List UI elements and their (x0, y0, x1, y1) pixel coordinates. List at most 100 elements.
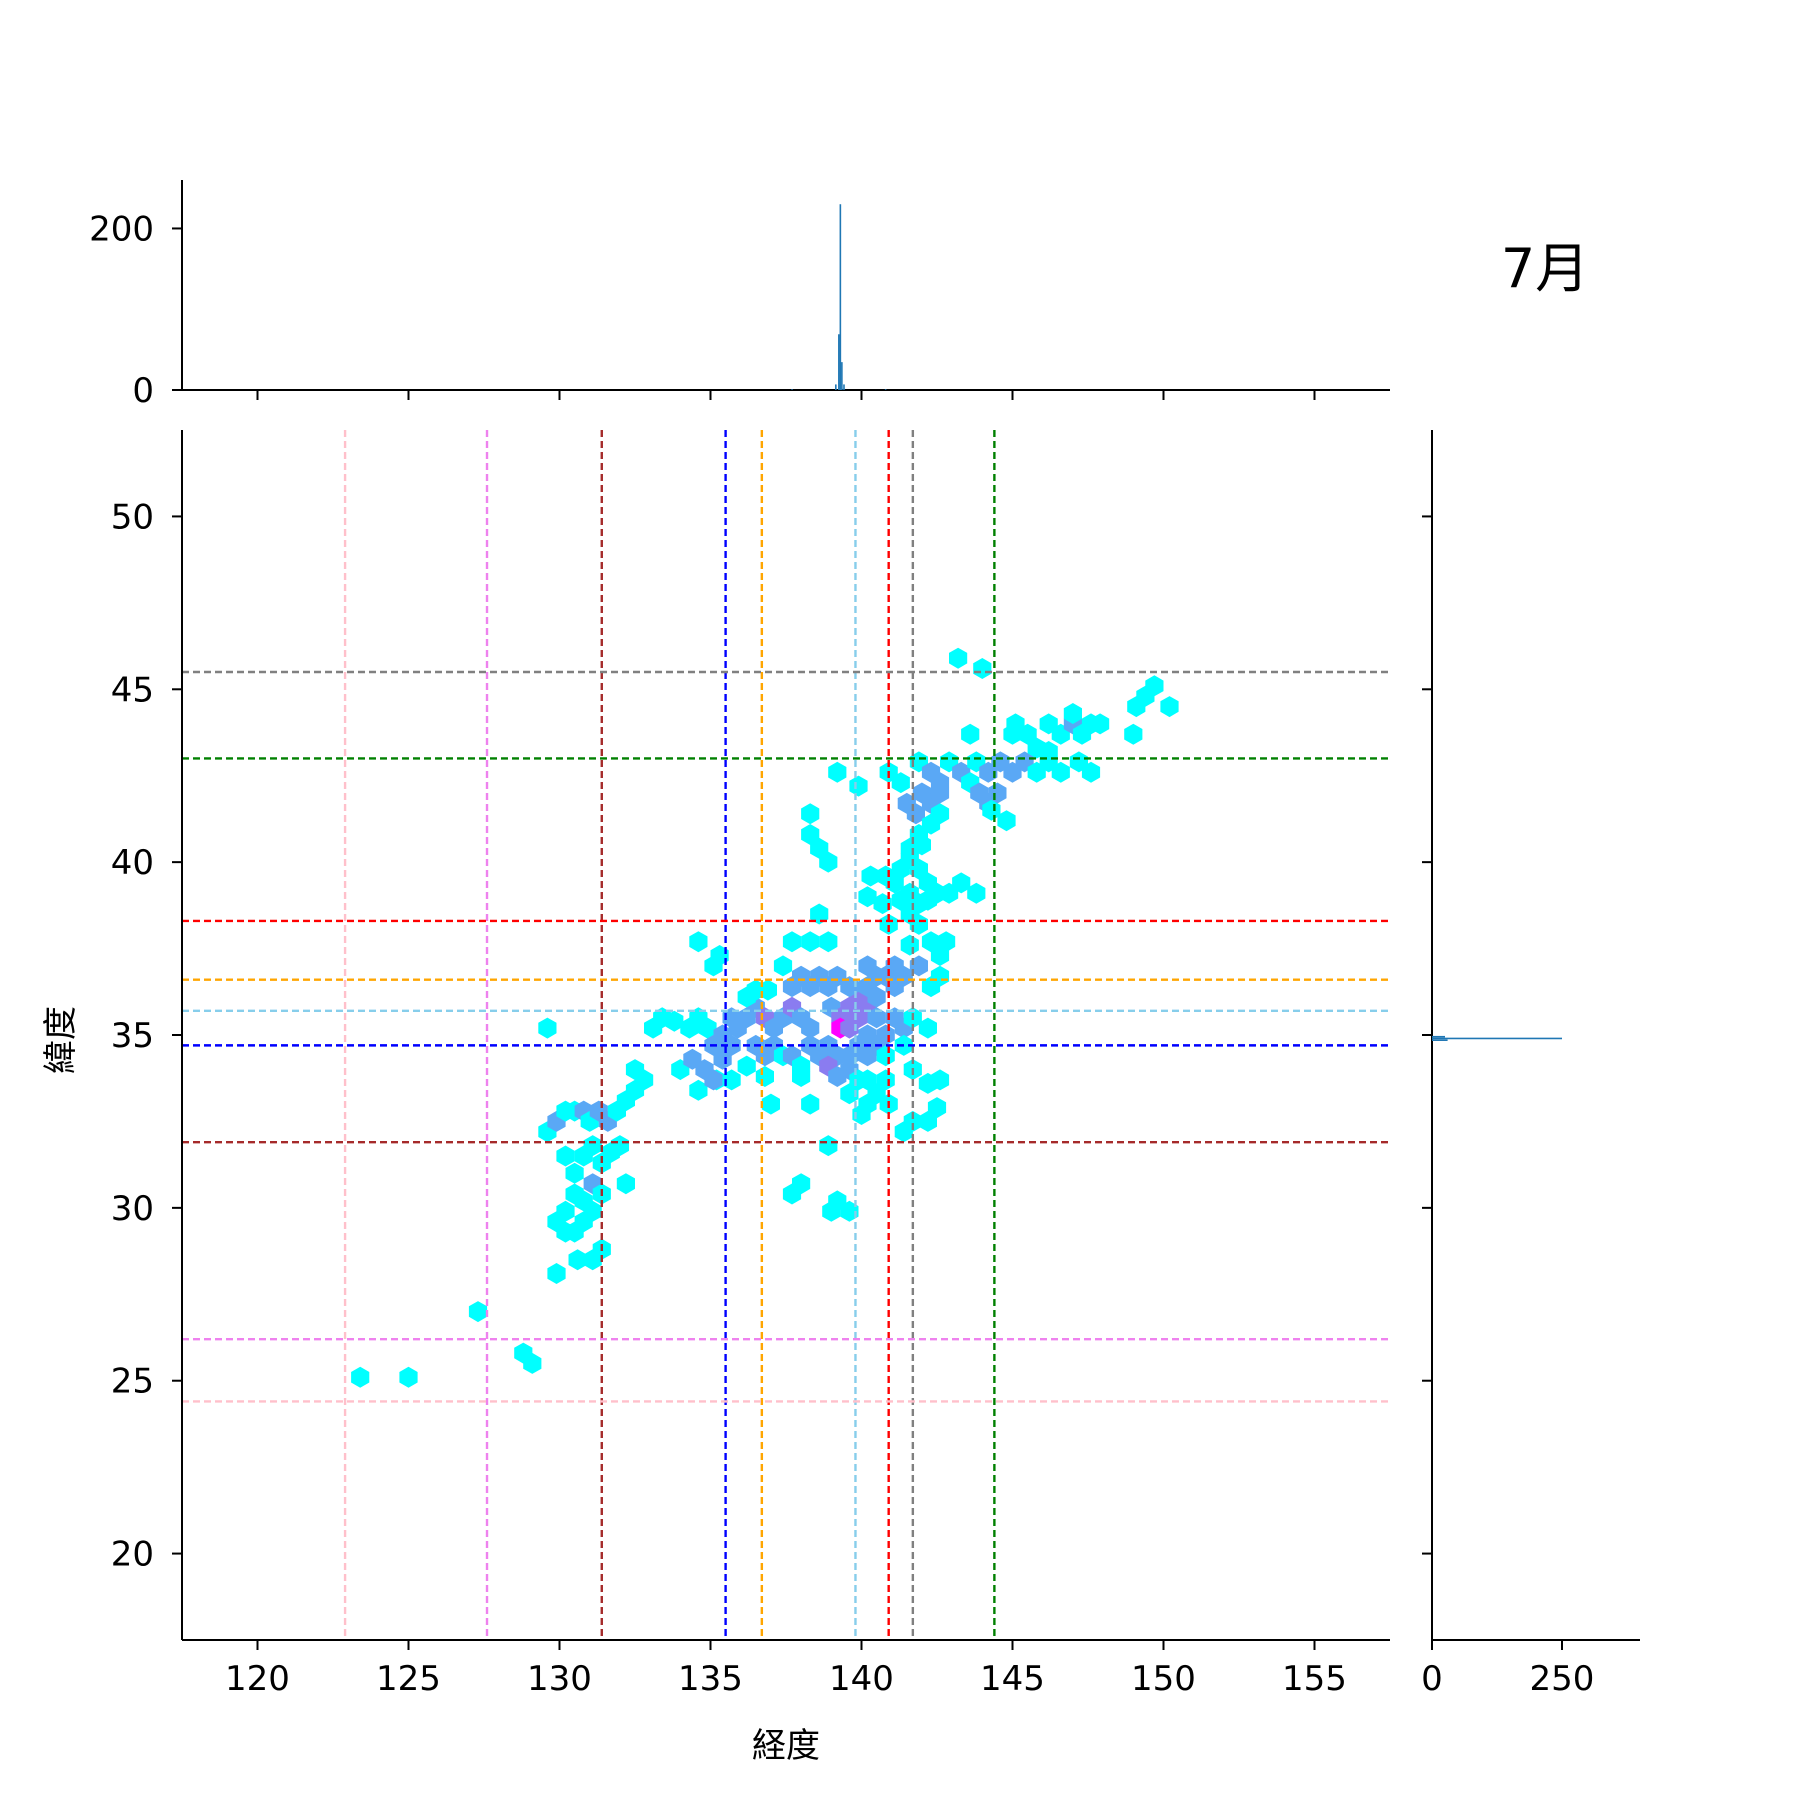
hexbin-cell (351, 1366, 370, 1388)
y-tick-label: 25 (111, 1362, 154, 1402)
hexbin-cell (918, 1110, 937, 1132)
hexbin-cell (610, 1135, 629, 1157)
hexbin-cell (867, 1007, 886, 1029)
hexbin-cell (906, 803, 925, 825)
hexbin-cell (921, 931, 941, 953)
hexbin-cell (997, 810, 1016, 832)
hexbin-cell (810, 903, 829, 925)
y-tick-label: 45 (111, 670, 154, 710)
hexbin-cell (858, 955, 877, 977)
hexbin-cell (713, 1048, 732, 1070)
hexbin-cell (849, 775, 868, 797)
hexbin-cell (873, 893, 892, 915)
x-tick-label: 140 (829, 1659, 894, 1699)
x-tick-label: 155 (1282, 1659, 1347, 1699)
hexbin-cell (801, 1017, 820, 1039)
hexbin-cell (556, 1221, 575, 1243)
right-hist-bar (1432, 1037, 1562, 1040)
hexbin-cell (801, 1093, 820, 1115)
hexbin-cell (909, 955, 928, 977)
hexbin-cell (930, 1069, 950, 1091)
hexbin-cell (1051, 761, 1070, 783)
top-hist-bars (791, 204, 887, 390)
top-hist-bar (839, 204, 842, 390)
hexbin-cell (523, 1352, 542, 1374)
main-plot: 120 125 130 135 140 145 150 155 20 25 30 35 40 45 50 経… (41, 390, 1432, 1766)
hexbin-cell (689, 1079, 708, 1101)
hexbin-cell (894, 965, 913, 987)
hexbin-cell (909, 858, 928, 880)
hexbin-cell (782, 931, 802, 953)
hexbin-cell (773, 955, 793, 977)
hexbin-cell (840, 1200, 859, 1222)
hexbin-cell (665, 1010, 684, 1032)
main-ticks: 120 125 130 135 140 145 150 155 20 25 30 35 40 45 50 (111, 390, 1432, 1699)
right-hist-bar (1432, 1035, 1445, 1038)
y-tick-label: 30 (111, 1189, 154, 1229)
y-tick-label: 40 (111, 843, 154, 883)
x-tick-label: 135 (678, 1659, 743, 1699)
hexbin-cell (801, 824, 820, 845)
hexbin-cell (819, 1135, 838, 1157)
hexbin-cell (792, 1173, 811, 1195)
hexbin-cell (1091, 713, 1110, 735)
x-tick-label: 130 (527, 1659, 592, 1699)
right-hist-x-tick-label: 0 (1421, 1659, 1443, 1699)
hexbin-cell (949, 647, 968, 669)
hexbin-cell (891, 772, 910, 794)
hexbin-cell (568, 1249, 587, 1271)
hexbin-cell (704, 955, 723, 977)
right-hist-bar (1432, 1039, 1448, 1041)
y-tick-label: 35 (111, 1016, 154, 1056)
hexbin-cell (876, 865, 895, 887)
right-marginal-histogram: 0 250 (1421, 430, 1640, 1699)
hexbin-cell (858, 886, 877, 908)
hexbin-cell (861, 865, 880, 887)
hexbin-cell (689, 931, 708, 953)
hexbin-cell (583, 1135, 602, 1157)
hexbin-cell (1063, 703, 1082, 724)
hexbin-cell (755, 1066, 774, 1087)
right-hist-ticks: 0 250 (1421, 1640, 1594, 1699)
hexbin-cell (988, 782, 1007, 804)
top-hist-bar (843, 384, 845, 390)
top-hist-y-tick-label: 0 (132, 371, 154, 411)
hexbin-cell (828, 761, 847, 783)
hexbin-cell (737, 1055, 756, 1077)
hexbin-cell (556, 1145, 575, 1167)
hexbin-cell (840, 1083, 859, 1105)
hexbin-cell (937, 931, 956, 953)
top-marginal-histogram: 0 200 (89, 180, 1390, 411)
hexbin-cell (819, 851, 838, 873)
y-tick-label: 50 (111, 497, 154, 537)
hexbin-cell (840, 976, 859, 998)
x-tick-label: 120 (225, 1659, 290, 1699)
hexbin-cell (840, 1045, 859, 1067)
top-hist-bar (835, 384, 837, 390)
chart-title: 7月 (1501, 237, 1589, 300)
hexbin-cell (1018, 723, 1037, 745)
x-tick-label: 150 (1131, 1659, 1196, 1699)
top-hist-bar (838, 334, 840, 390)
hexbin-cell (876, 1069, 895, 1091)
hexbin-cell (801, 803, 820, 825)
hexbin-cell (704, 1069, 723, 1091)
hexbin-cell (961, 723, 980, 745)
hexbin-cells (351, 647, 1179, 1388)
hexbin-cell (722, 1069, 741, 1091)
hexbin-cell (792, 1066, 811, 1087)
top-hist-bar (884, 389, 887, 390)
hexbin-cell (583, 1200, 602, 1222)
hexbin-cell (801, 931, 820, 953)
hexbin-cell (858, 1069, 877, 1091)
top-hist-y-tick-label: 200 (89, 209, 154, 249)
hexbin-cell (879, 913, 898, 935)
hexbin-cell (967, 882, 986, 904)
hexbin-cell (918, 1017, 937, 1039)
top-hist-ticks: 0 200 (89, 209, 182, 411)
hexbin-cell (819, 931, 838, 953)
x-tick-label: 125 (376, 1659, 441, 1699)
hexbin-cell (973, 658, 992, 679)
right-hist-x-tick-label: 250 (1530, 1659, 1595, 1699)
